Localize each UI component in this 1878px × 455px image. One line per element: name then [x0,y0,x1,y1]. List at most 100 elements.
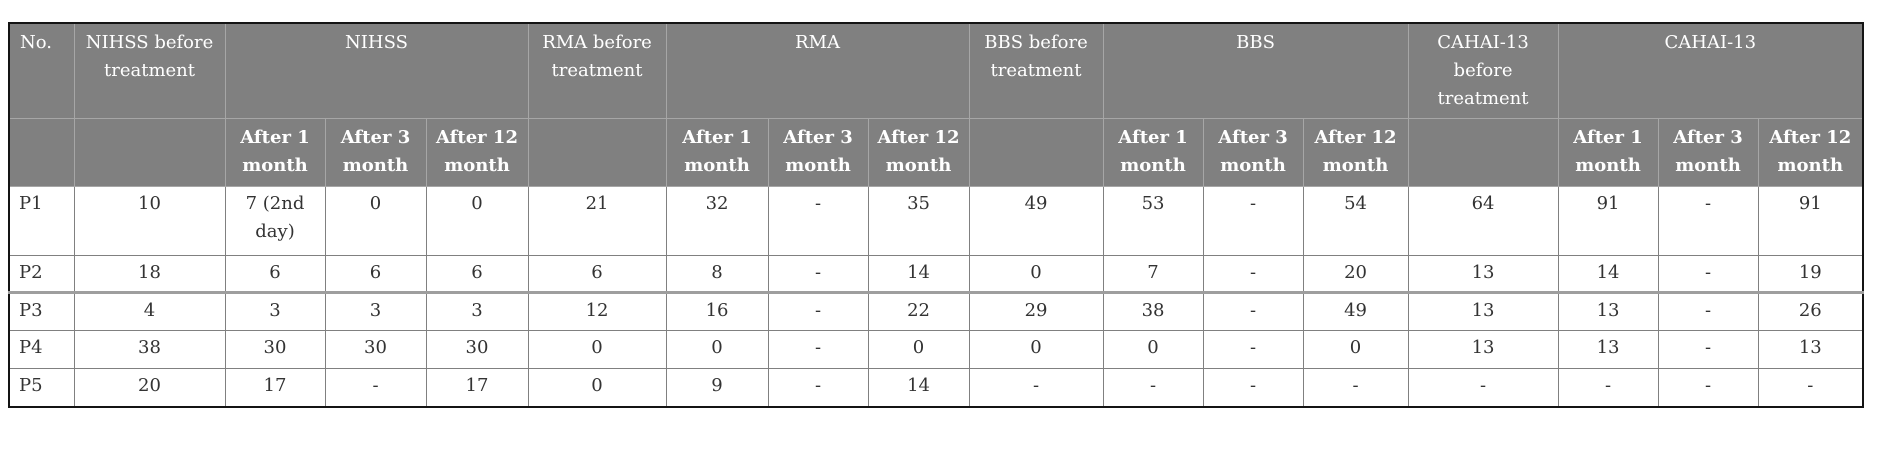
data-cell: 21 [527,186,667,256]
data-cell: - [767,330,869,369]
data-cell: - [1202,255,1304,293]
data-cell: 0 [527,368,667,407]
data-cell: 0 [324,186,427,256]
data-cell: 18 [73,255,226,293]
data-cell: - [1757,368,1864,407]
header-cell-bbs-after1: After 1 month [1102,118,1204,187]
header-cell-cahai-after1: After 1 month [1557,118,1659,187]
table-row: P5 20 17-17 0 9-14- - - - - - - - [8,368,1864,407]
header-cell-nihss-after3: After 3 month [324,118,427,187]
data-cell: 3 [324,291,427,331]
data-cell: - [767,291,869,331]
data-cell: - [767,368,869,407]
row-label: P1 [8,186,75,256]
header-spacer-cell [1407,118,1559,187]
data-cell: 3 [224,291,326,331]
data-cell: 13 [1757,330,1864,369]
data-cell: 0 [425,186,529,256]
data-cell: - [1202,330,1304,369]
header-spacer-cell [8,118,75,187]
data-cell: - [1657,330,1759,369]
data-cell: 19 [1757,255,1864,293]
data-cell: 64 [1407,186,1559,256]
data-cell: - [1302,368,1409,407]
data-cell: 6 [425,255,529,293]
data-cell: 0 [968,330,1104,369]
data-cell: 0 [968,255,1104,293]
header-cell-nihss-after1: After 1 month [224,118,326,187]
header-row-groups: No. NIHSS before treatment NIHSS RMA bef… [8,22,1864,119]
data-cell: 7 [1102,255,1204,293]
data-cell: - [1657,255,1759,293]
data-cell: 38 [1102,291,1204,331]
data-cell: - [1202,368,1304,407]
data-cell: - [1407,368,1559,407]
header-cell-bbs-after3: After 3 month [1202,118,1304,187]
header-cell-rma-after3: After 3 month [767,118,869,187]
data-cell: 22 [867,291,970,331]
data-cell: 13 [1407,255,1559,293]
data-cell: 30 [324,330,427,369]
header-cell-nihss-before: NIHSS before treatment [73,22,226,119]
data-cell: 38 [73,330,226,369]
data-cell: - [767,186,869,256]
data-cell: 30 [425,330,529,369]
header-cell-cahai-after12: After 12 month [1757,118,1864,187]
data-cell: 49 [1302,291,1409,331]
data-cell: - [324,368,427,407]
data-cell: - [1102,368,1204,407]
data-cell: 20 [1302,255,1409,293]
data-cell: 12 [527,291,667,331]
table-row: P3 4 3 3 3 12 16-22 29 38-49 13 13-26 [8,291,1864,331]
data-cell: 16 [665,291,769,331]
header-cell-cahai-group: CAHAI-13 [1557,22,1864,119]
data-cell: 17 [425,368,529,407]
table-header: No. NIHSS before treatment NIHSS RMA bef… [8,22,1864,187]
header-spacer-cell [73,118,226,187]
data-cell: 4 [73,291,226,331]
header-cell-nihss-after12: After 12 month [425,118,529,187]
header-cell-bbs-group: BBS [1102,22,1409,119]
header-cell-rma-before: RMA before treatment [527,22,667,119]
header-spacer-cell [527,118,667,187]
table-row: P2 18 6 6 6 6 8-14 0 7-20 13 14-19 [8,255,1864,293]
data-cell: 35 [867,186,970,256]
table-row: P4 38 30 30 30 0 0-0 0 0-0 13 13-13 [8,330,1864,369]
data-cell: 29 [968,291,1104,331]
data-cell: 10 [73,186,226,256]
table-row: P1 10 7 (2nd day) 0 0 21 32-35 49 53-54 64 91-91 [8,186,1864,256]
data-cell: - [767,255,869,293]
data-cell: 3 [425,291,529,331]
table-body: P1 10 7 (2nd day) 0 0 21 32-35 49 53-54 64 91-91 P2… [8,186,1864,407]
data-cell: 7 (2nd day) [224,186,326,256]
data-cell: 14 [1557,255,1659,293]
data-cell: - [1657,186,1759,256]
data-cell: - [1657,368,1759,407]
header-cell-cahai-before: CAHAI-13 before treatment [1407,22,1559,119]
data-cell: 0 [867,330,970,369]
data-cell: 14 [867,255,970,293]
data-cell: 14 [867,368,970,407]
data-cell: 13 [1557,330,1659,369]
results-table-container: No. NIHSS before treatment NIHSS RMA bef… [8,22,1878,408]
data-cell: - [1557,368,1659,407]
header-cell-no: No. [8,22,75,119]
header-cell-rma-group: RMA [665,22,970,119]
data-cell: 6 [527,255,667,293]
row-label: P3 [8,291,75,331]
header-spacer-cell [968,118,1104,187]
row-label: P4 [8,330,75,369]
data-cell: - [1202,186,1304,256]
data-cell: 6 [224,255,326,293]
data-cell: 6 [324,255,427,293]
data-cell: 13 [1407,291,1559,331]
header-row-sub: After 1 month After 3 month After 12 mon… [8,118,1864,187]
data-cell: 0 [1302,330,1409,369]
data-cell: 26 [1757,291,1864,331]
data-cell: 20 [73,368,226,407]
data-cell: 9 [665,368,769,407]
data-cell: - [1657,291,1759,331]
header-cell-rma-after1: After 1 month [665,118,769,187]
data-cell: 91 [1557,186,1659,256]
data-cell: 53 [1102,186,1204,256]
